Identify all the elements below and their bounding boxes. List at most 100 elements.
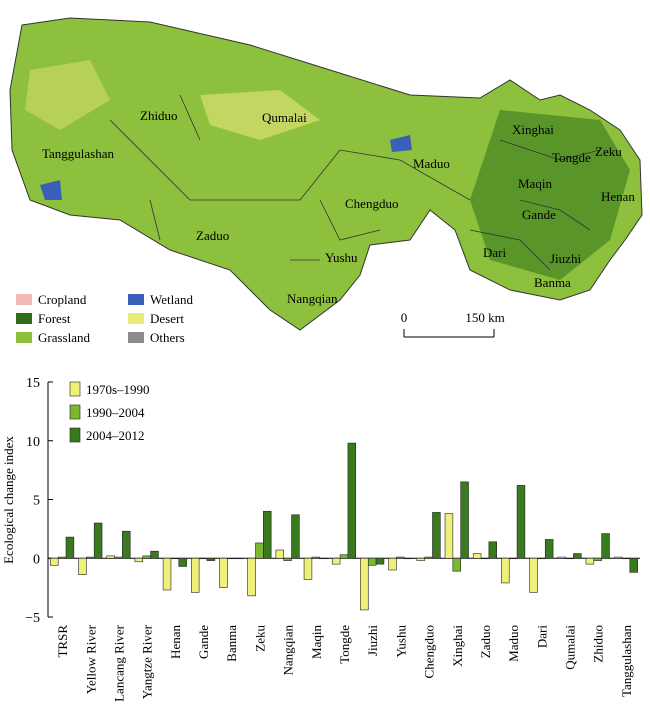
bar <box>206 557 216 561</box>
bar <box>544 539 554 559</box>
map: Zhiduo Qumalai Tanggulashan Xinghai Tongde Ze… <box>9 17 643 338</box>
map-region-label: Maqin <box>518 176 552 191</box>
bar <box>480 557 490 560</box>
x-tick-label: Banma <box>224 625 239 662</box>
bar <box>537 557 546 560</box>
bar <box>367 557 377 566</box>
x-tick-label: Jiuzhi <box>365 625 380 656</box>
map-region-label: Banma <box>534 275 571 290</box>
bar <box>255 542 264 559</box>
x-tick-label: Chengduo <box>422 625 437 678</box>
bar <box>593 557 602 561</box>
bar <box>303 557 313 580</box>
map-legend-swatch <box>128 313 144 324</box>
bar <box>613 556 623 559</box>
map-region-label: Nangqian <box>287 291 338 306</box>
bar <box>444 513 454 559</box>
x-tick-label: Zeku <box>252 625 267 652</box>
map-region-label: Zaduo <box>196 228 229 243</box>
bar <box>93 522 103 559</box>
x-tick-label: Dari <box>534 625 549 648</box>
bar <box>86 556 95 559</box>
bar <box>488 541 497 559</box>
map-legend-swatch <box>16 294 32 305</box>
legend-swatch <box>69 381 81 397</box>
bar <box>331 557 341 565</box>
map-region-label: Zeku <box>595 144 622 159</box>
bar <box>114 556 123 559</box>
bar <box>319 557 328 560</box>
bar <box>283 557 292 561</box>
y-tick-label: 0 <box>33 552 40 567</box>
x-tick-label: Yushu <box>393 625 408 658</box>
scale-label: 150 km <box>465 310 504 325</box>
x-tick-label: Nangqian <box>281 625 296 676</box>
x-tick-label: Zaduo <box>478 625 493 658</box>
x-tick-label: Maduo <box>506 625 521 662</box>
bar <box>178 557 187 567</box>
bar <box>234 557 244 560</box>
y-tick-label: −5 <box>25 611 40 626</box>
bar <box>508 557 518 560</box>
map-region-label: Qumalai <box>262 110 307 125</box>
bar <box>50 557 59 566</box>
bar <box>472 553 482 559</box>
bar <box>621 557 631 560</box>
bar <box>227 557 236 560</box>
bar <box>134 557 144 563</box>
x-tick-label: Maqin <box>309 625 324 659</box>
map-region-label: Gande <box>522 207 556 222</box>
x-tick-label: Qumalai <box>563 625 578 670</box>
bar <box>247 557 256 597</box>
bar <box>170 557 180 560</box>
bar <box>263 510 272 559</box>
bar <box>106 555 115 559</box>
map-legend-swatch <box>128 332 144 343</box>
bar <box>601 533 610 559</box>
bar <box>432 512 441 559</box>
bar <box>565 557 574 560</box>
map-legend-label: Forest <box>38 311 71 326</box>
bar <box>529 557 538 593</box>
bar <box>557 556 566 559</box>
map-boundary <box>109 94 601 271</box>
bar <box>191 557 200 593</box>
bar <box>403 557 413 560</box>
map-area <box>9 17 643 331</box>
bar <box>291 514 300 559</box>
x-tick-label: Tanggulashan <box>619 625 634 698</box>
bar <box>375 557 385 565</box>
map-patch <box>390 135 412 152</box>
legend-label: 1970s–1990 <box>86 382 150 397</box>
y-tick-label: 10 <box>26 435 40 450</box>
map-legend-swatch <box>16 332 32 343</box>
bar <box>219 557 228 588</box>
map-patch <box>25 60 110 130</box>
bar <box>516 485 526 559</box>
bar <box>339 554 349 559</box>
legend-label: 2004–2012 <box>86 428 145 443</box>
x-tick-label: Yangtze River <box>140 624 155 699</box>
map-region-label: Chengduo <box>345 196 398 211</box>
x-tick-label: Yellow River <box>83 624 98 694</box>
map-legend-swatch <box>128 294 144 305</box>
legend-label: 1990–2004 <box>86 405 145 420</box>
map-legend-label: Wetland <box>150 292 193 307</box>
bar <box>347 442 357 559</box>
bar <box>150 550 159 559</box>
bar <box>360 557 369 611</box>
legend-swatch <box>69 427 81 443</box>
bar <box>162 557 172 591</box>
x-tick-label: TRSR <box>55 625 70 658</box>
bar <box>452 557 461 572</box>
map-region-label: Tongde <box>552 150 591 165</box>
x-tick-label: Tongde <box>337 625 352 664</box>
bar <box>416 557 425 561</box>
y-axis-label: Ecological change index <box>1 436 16 564</box>
bar <box>78 557 87 576</box>
bar <box>65 536 75 559</box>
map-patch <box>200 90 320 140</box>
map-region-label: Tanggulashan <box>42 146 115 161</box>
bar <box>311 556 321 559</box>
